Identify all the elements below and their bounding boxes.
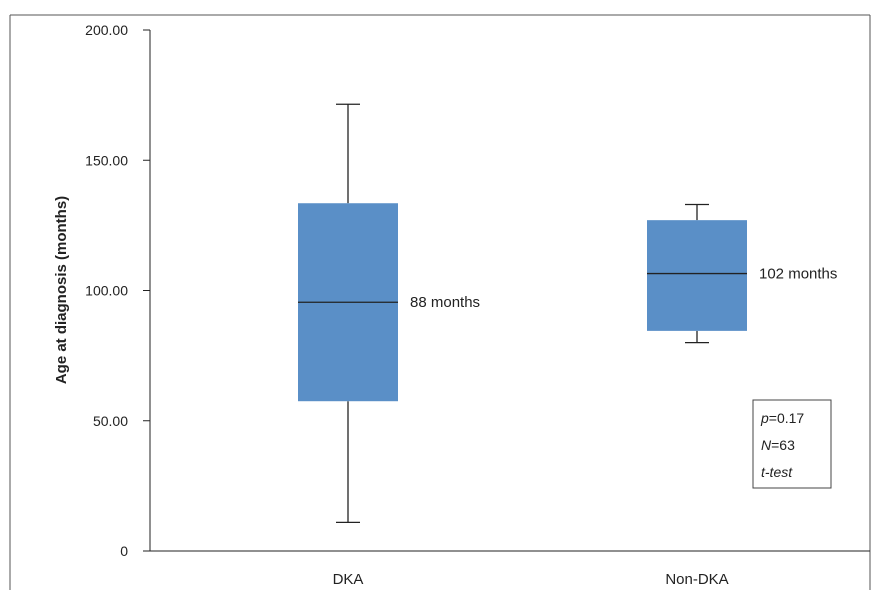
p-value-text: p=0.17 [760, 410, 804, 426]
y-tick-label: 150.00 [85, 152, 128, 168]
median-label: 88 months [410, 294, 480, 311]
test-name: t-test [761, 464, 793, 480]
y-tick-label: 50.00 [93, 413, 128, 429]
stats-box: p=0.17 N=63 t-test [752, 399, 832, 489]
box-series: 88 months 102 months [298, 103, 837, 523]
y-axis-ticks: 0 50.00 100.00 150.00 200.00 [85, 22, 150, 559]
p-symbol: p [760, 410, 769, 426]
box-group: 88 months [298, 103, 480, 523]
y-axis-title: Age at diagnosis (months) [53, 196, 70, 384]
y-tick-label: 0 [120, 543, 128, 559]
n-symbol: N [761, 437, 772, 453]
box-group: 102 months [647, 203, 837, 344]
category-labels: DKA Non-DKA [333, 571, 729, 588]
x-category-label: Non-DKA [665, 571, 728, 588]
y-tick-label: 100.00 [85, 283, 128, 299]
p-value: =0.17 [769, 410, 805, 426]
n-value: =63 [771, 437, 795, 453]
n-value-text: N=63 [761, 437, 795, 453]
median-label: 102 months [759, 266, 837, 283]
y-tick-label: 200.00 [85, 22, 128, 38]
stats-box-frame [752, 399, 832, 489]
x-category-label: DKA [333, 571, 364, 588]
iqr-box [647, 220, 747, 331]
